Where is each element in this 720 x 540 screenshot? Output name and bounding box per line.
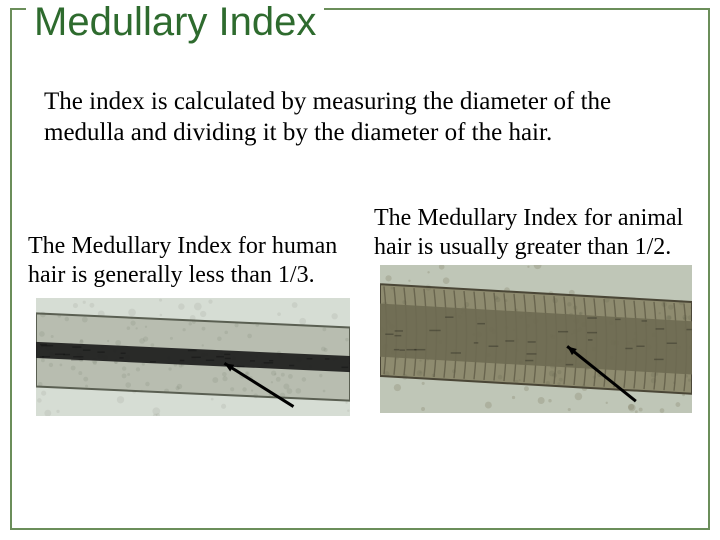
left-caption: The Medullary Index for human hair is ge…: [28, 232, 348, 291]
animal-hair-svg: [380, 265, 692, 413]
human-hair-image: [36, 298, 350, 416]
intro-text: The index is calculated by measuring the…: [44, 86, 654, 149]
human-hair-svg: [36, 298, 350, 416]
animal-hair-image: [380, 265, 692, 413]
right-caption: The Medullary Index for animal hair is u…: [374, 204, 704, 263]
slide-title: Medullary Index: [26, 0, 324, 48]
